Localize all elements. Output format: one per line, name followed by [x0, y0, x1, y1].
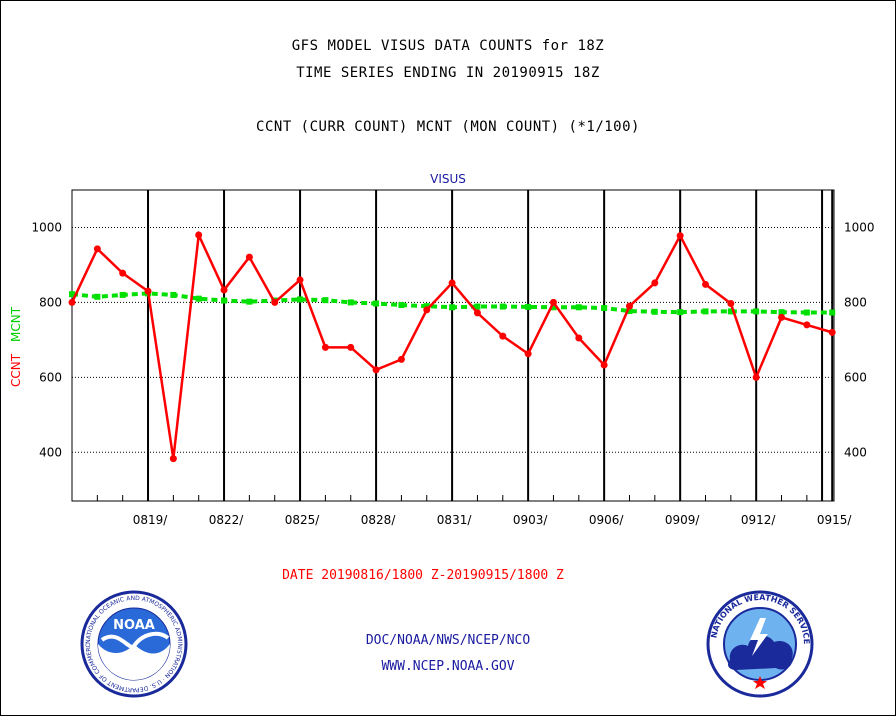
mcnt-point	[575, 304, 582, 311]
plot-frame	[71, 189, 835, 502]
ccnt-point	[727, 300, 735, 308]
x-tick-label: 0912/	[741, 513, 777, 527]
mcnt-point	[347, 299, 354, 306]
x-tick-label: 0903/	[513, 513, 549, 527]
mcnt-point	[423, 303, 430, 310]
footer-url: WWW.NCEP.NOAA.GOV	[381, 659, 515, 674]
mcnt-point	[626, 308, 633, 315]
x-tick-label: 0906/	[589, 513, 625, 527]
noaa-logo: NOAA NATIONAL OCEANIC AND ATMOSPHERIC AD…	[80, 590, 188, 698]
mcnt-point	[69, 291, 75, 298]
page-title: GFS MODEL VISUS DATA COUNTS for 18Z	[291, 38, 605, 54]
ccnt-point	[271, 298, 279, 306]
ccnt-point	[195, 231, 203, 239]
ccnt-point	[321, 343, 329, 351]
ccnt-point	[651, 279, 659, 287]
ccnt-point	[448, 279, 456, 287]
mcnt-point	[601, 305, 608, 312]
grid-layer	[72, 190, 834, 501]
mcnt-point	[94, 293, 101, 300]
mcnt-point	[829, 309, 836, 316]
mcnt-point	[246, 298, 253, 305]
mcnt-point	[727, 308, 734, 315]
ccnt-point	[245, 253, 253, 261]
ccnt-point	[676, 232, 684, 240]
ccnt-point	[119, 269, 127, 277]
ccnt-point	[524, 350, 532, 358]
ccnt-point	[397, 355, 405, 363]
ccnt-point	[372, 366, 380, 374]
mcnt-point	[550, 304, 557, 311]
x-tick-label: 0909/	[665, 513, 701, 527]
y-tick-label-left: 600	[39, 370, 62, 384]
ccnt-point	[423, 306, 431, 314]
mcnt-point	[195, 295, 202, 302]
x-tick-label: 0828/	[361, 513, 397, 527]
y-tick-label-left: 400	[39, 445, 62, 459]
mcnt-point	[499, 303, 506, 310]
x-tick-label: 0825/	[285, 513, 321, 527]
y-tick-label-right: 600	[844, 370, 867, 384]
axis-layer: 400 400 600 600 800 800 1000 1000 0819/0822/0825…	[31, 189, 875, 527]
mcnt-point	[803, 309, 810, 316]
ccnt-point	[600, 361, 608, 369]
mcnt-point	[778, 309, 785, 316]
mcnt-point	[297, 296, 304, 303]
ccnt-point	[752, 373, 760, 381]
y-axis-label-mcnt: MCNT	[9, 306, 23, 342]
nws-logo: NATIONAL WEATHER SERVICE	[706, 590, 814, 698]
ccnt-point	[473, 309, 481, 317]
page-subtitle: TIME SERIES ENDING IN 20190915 18Z	[296, 65, 600, 81]
ccnt-point	[575, 334, 583, 342]
mcnt-point	[677, 309, 684, 316]
y-tick-label-right: 800	[844, 295, 867, 309]
series-description: CCNT (CURR COUNT) MCNT (MON COUNT) (*1/1…	[256, 119, 640, 135]
mcnt-point	[322, 297, 329, 304]
series-layer	[68, 230, 836, 463]
mcnt-point	[170, 291, 177, 298]
ccnt-point	[144, 287, 152, 295]
ccnt-point	[347, 343, 355, 351]
mcnt-point	[373, 300, 380, 307]
mcnt-point	[449, 304, 456, 311]
mcnt-point	[474, 303, 481, 310]
x-tick-label: 0915/	[817, 513, 853, 527]
ccnt-point	[778, 313, 786, 321]
x-axis-label: DATE 20190816/1800 Z-20190915/1800 Z	[282, 568, 564, 583]
footer-org: DOC/NOAA/NWS/NCEP/NCO	[365, 633, 531, 648]
mcnt-point	[398, 302, 405, 309]
ccnt-point	[625, 302, 633, 310]
ccnt-point	[296, 276, 304, 284]
ccnt-point	[828, 328, 836, 336]
y-tick-label-right: 400	[844, 445, 867, 459]
ccnt-point	[68, 298, 76, 306]
ccnt-point	[499, 332, 507, 340]
x-tick-label: 0831/	[437, 513, 473, 527]
ccnt-point	[549, 298, 557, 306]
ccnt-point	[803, 321, 811, 329]
mcnt-point	[221, 297, 228, 304]
y-tick-label-left: 800	[39, 295, 62, 309]
chart-title: VISUS	[430, 172, 466, 186]
y-axis-label-ccnt: CCNT	[9, 353, 23, 387]
mcnt-point	[753, 308, 760, 315]
ccnt-point	[220, 286, 228, 294]
mcnt-point	[702, 308, 709, 315]
mcnt-point	[525, 303, 532, 310]
ccnt-point	[93, 245, 101, 253]
y-tick-label-right: 1000	[844, 220, 875, 234]
x-tick-label: 0819/	[133, 513, 169, 527]
x-tick-label: 0822/	[209, 513, 245, 527]
y-tick-label-left: 1000	[31, 220, 62, 234]
noaa-logo-text: NOAA	[113, 618, 155, 633]
ccnt-point	[169, 455, 177, 463]
ccnt-point	[702, 280, 709, 288]
mcnt-point	[119, 291, 126, 298]
mcnt-point	[651, 308, 658, 315]
